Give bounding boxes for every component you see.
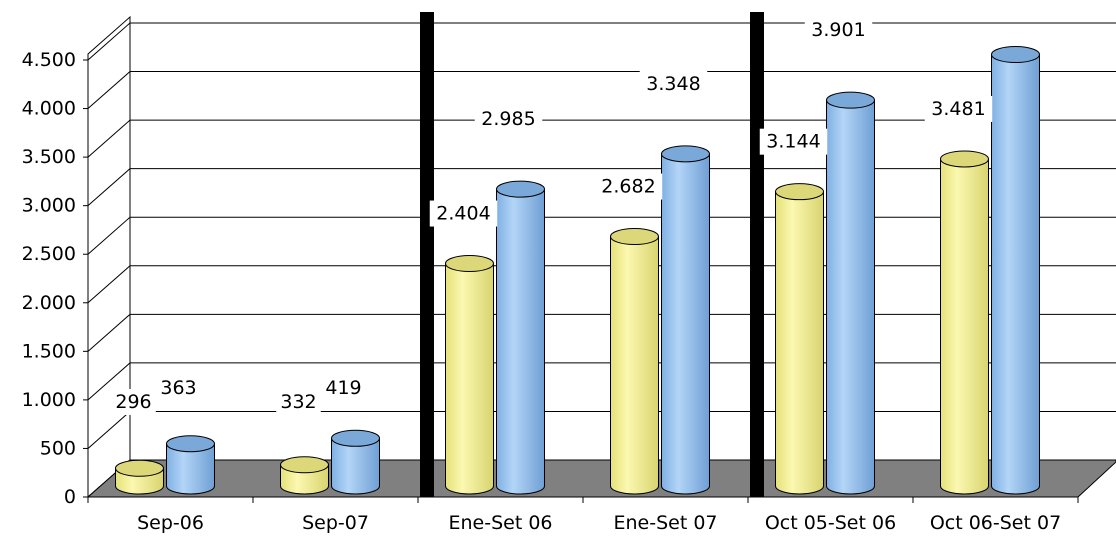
x-tick-label: Sep-06 [137, 512, 204, 534]
y-tick-label: 0 [64, 486, 76, 508]
data-label-text: 3.901 [811, 19, 865, 41]
y-tick-label: 2.500 [22, 243, 76, 265]
data-label-text: 363 [160, 377, 196, 399]
x-tick-label: Sep-07 [302, 512, 369, 534]
data-label-text: 296 [115, 391, 151, 413]
bar-0-5 [940, 150, 989, 495]
y-tick-label: 1.500 [22, 340, 76, 362]
x-axis-ticks: Sep-06 Sep-07 Ene-Set 06 Ene-Set 07 Oct 05-S… [87, 497, 1079, 534]
group-separator [420, 12, 434, 497]
bar-1-4 [826, 91, 875, 495]
data-label-0-2: 2.404 [429, 200, 498, 227]
data-label-0-5: 3.481 [924, 95, 993, 122]
bar-1-3 [661, 145, 710, 495]
bar-0-1 [280, 456, 329, 495]
data-label-0-0: 296 [111, 389, 156, 415]
y-tick-label: 500 [40, 437, 76, 459]
y-tick-label: 3.000 [22, 195, 76, 217]
data-label-text: 419 [325, 377, 361, 399]
data-label-1-4: 3.901 [804, 17, 873, 44]
x-tick-label: Oct 06-Set 07 [930, 512, 1061, 534]
data-label-0-1: 332 [276, 389, 321, 415]
x-tick-label: Oct 05-Set 06 [765, 512, 896, 534]
x-tick-label: Ene-Set 06 [448, 512, 552, 534]
group-separator [750, 12, 764, 497]
y-tick-label: 4.000 [22, 98, 76, 120]
data-labels: 296 363 332 419 2.404 2.985 2.682 3.348 3.144 3.9… [111, 17, 993, 415]
data-label-text: 3.481 [931, 98, 985, 120]
bar-0-0 [115, 459, 164, 495]
data-label-1-0: 363 [156, 375, 201, 401]
bar-1-5 [991, 46, 1040, 495]
x-tick-label: Ene-Set 07 [613, 512, 717, 534]
data-label-text: 332 [280, 391, 316, 413]
bar-0-4 [775, 183, 824, 495]
data-label-1-1: 419 [321, 375, 366, 401]
y-tick-label: 1.000 [22, 389, 76, 411]
data-label-1-3: 3.348 [639, 70, 708, 97]
y-tick-label: 3.500 [22, 146, 76, 168]
bar-1-1 [331, 429, 380, 495]
data-label-text: 3.348 [646, 73, 700, 95]
data-label-0-4: 3.144 [759, 128, 828, 155]
bar-0-2 [445, 255, 494, 495]
data-label-text: 3.144 [766, 131, 820, 153]
bar-1-0 [166, 435, 215, 495]
data-label-text: 2.404 [436, 203, 490, 225]
bars [115, 46, 1040, 495]
data-label-text: 2.985 [481, 108, 535, 130]
bar-0-3 [610, 228, 659, 495]
y-axis-ticks: 0 500 1.000 1.500 2.000 2.500 3.000 3.500 4.000 4… [22, 49, 88, 508]
data-label-0-3: 2.682 [594, 173, 663, 200]
bar-1-2 [496, 180, 545, 495]
y-tick-label: 4.500 [22, 49, 76, 71]
data-label-text: 2.682 [601, 176, 655, 198]
y-tick-label: 2.000 [22, 292, 76, 314]
data-label-1-2: 2.985 [474, 106, 543, 133]
